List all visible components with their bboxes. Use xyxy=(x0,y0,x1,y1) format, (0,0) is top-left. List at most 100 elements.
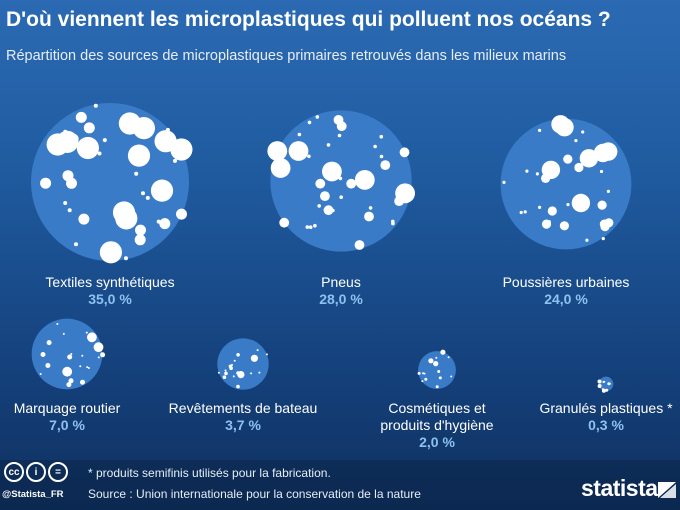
microplastic-dot xyxy=(288,141,309,161)
microplastic-dot xyxy=(307,120,312,125)
microplastic-dot xyxy=(46,340,52,346)
microplastic-dot xyxy=(134,171,139,176)
microplastic-dot xyxy=(437,370,441,373)
microplastic-dot xyxy=(145,195,150,200)
microplastic-dot xyxy=(574,162,584,173)
microplastic-dot xyxy=(233,359,236,362)
microplastic-dot xyxy=(535,172,540,176)
microplastic-dot xyxy=(438,376,442,380)
microplastic-dot xyxy=(320,191,330,202)
microplastic-dot xyxy=(422,372,424,375)
microplastic-dot xyxy=(173,158,177,163)
microplastic-dot xyxy=(267,141,288,161)
microplastic-dot xyxy=(256,349,259,352)
microplastic-dot xyxy=(399,147,410,158)
microplastic-dot xyxy=(597,200,607,210)
microplastic-dot xyxy=(100,352,106,358)
microplastic-dot xyxy=(76,136,99,160)
microplastic-dot xyxy=(601,388,606,393)
microplastic-dot xyxy=(423,372,426,375)
microplastic-dot xyxy=(519,210,523,215)
bubble-chart xyxy=(31,103,632,393)
microplastic-dot xyxy=(607,146,618,156)
microplastic-dot xyxy=(354,170,375,190)
microplastic-dot xyxy=(579,149,599,168)
microplastic-dot xyxy=(78,213,90,225)
microplastic-dot xyxy=(555,118,574,137)
microplastic-dot xyxy=(605,388,609,392)
microplastic-dot xyxy=(228,364,233,369)
value-label-0: 35,0 % xyxy=(88,291,132,307)
value-label-3: 7,0 % xyxy=(49,417,85,433)
microplastic-dot xyxy=(525,169,529,173)
microplastic-dot xyxy=(502,180,506,184)
microplastic-dot xyxy=(566,203,570,207)
microplastic-dot xyxy=(279,217,290,228)
microplastic-dot xyxy=(323,205,334,216)
statista-logo[interactable]: statista xyxy=(581,475,658,501)
microplastic-dot xyxy=(170,138,193,161)
microplastic-dot xyxy=(541,173,551,183)
microplastic-dot xyxy=(236,384,240,389)
microplastic-dot xyxy=(79,365,82,368)
microplastic-dot xyxy=(176,208,187,220)
microplastic-dot xyxy=(83,122,95,134)
microplastic-dot xyxy=(379,134,384,139)
cc-icon: cc xyxy=(4,462,24,482)
microplastic-dot xyxy=(40,352,46,357)
social-handle[interactable]: @Statista_FR xyxy=(2,489,64,500)
microplastic-dot xyxy=(265,353,268,356)
microplastic-dot xyxy=(97,356,100,359)
microplastic-dot xyxy=(538,205,542,209)
microplastic-dot xyxy=(307,154,311,159)
microplastic-dot xyxy=(167,137,172,142)
microplastic-dot xyxy=(297,132,302,137)
microplastic-dot xyxy=(379,154,384,159)
microplastic-dot xyxy=(538,128,542,132)
microplastic-dot xyxy=(66,382,72,388)
microplastic-dot xyxy=(141,191,145,196)
microplastic-dot xyxy=(421,380,424,383)
microplastic-dot xyxy=(336,121,347,132)
source-note: Source : Union internationale pour la co… xyxy=(88,487,421,501)
microplastic-dot xyxy=(547,206,557,216)
value-label-5: 2,0 % xyxy=(419,434,455,450)
microplastic-dot xyxy=(597,379,602,384)
category-label-2: Poussières urbaines xyxy=(502,274,630,290)
microplastic-dot xyxy=(581,130,585,134)
microplastic-dot xyxy=(62,366,73,377)
microplastic-dot xyxy=(603,380,606,383)
microplastic-dot xyxy=(599,169,604,174)
microplastic-dot xyxy=(232,375,235,378)
category-label-6: Granulés plastiques * xyxy=(539,400,673,416)
microplastic-dot xyxy=(224,371,228,376)
microplastic-dot xyxy=(236,371,240,375)
microplastic-dot xyxy=(313,223,317,228)
microplastic-dot xyxy=(165,127,170,132)
microplastic-dot xyxy=(354,240,365,250)
microplastic-dot xyxy=(417,371,421,375)
microplastic-dot xyxy=(236,353,240,357)
microplastic-dot xyxy=(597,384,602,388)
microplastic-dot xyxy=(67,354,73,360)
value-label-1: 28,0 % xyxy=(319,291,363,307)
microplastic-dot xyxy=(56,323,59,325)
microplastic-dot xyxy=(433,361,439,367)
microplastic-dot xyxy=(337,133,342,138)
microplastic-dot xyxy=(585,238,589,242)
microplastic-dot xyxy=(87,367,90,369)
by-icon: i xyxy=(26,462,46,482)
nd-icon: = xyxy=(48,462,68,482)
microplastic-dot xyxy=(606,189,611,193)
microplastic-dot xyxy=(85,331,88,334)
microplastic-dot xyxy=(134,234,146,246)
microplastic-dot xyxy=(115,207,138,230)
microplastic-dot xyxy=(315,178,326,189)
microplastic-dot xyxy=(346,178,357,189)
microplastic-dot xyxy=(373,144,377,149)
statista-logo-icon xyxy=(658,482,676,498)
microplastic-dot xyxy=(450,375,453,378)
microplastic-dot xyxy=(70,353,73,355)
category-label-0: Textiles synthétiques xyxy=(45,274,175,290)
microplastic-dot xyxy=(75,111,87,123)
